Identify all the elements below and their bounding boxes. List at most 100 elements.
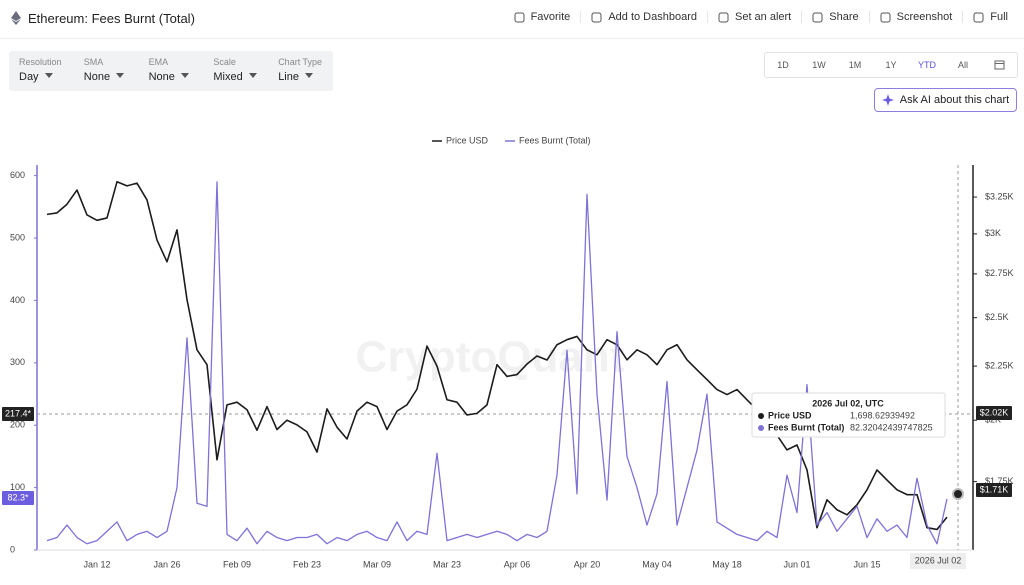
y2-tick-label: $2.5K xyxy=(985,312,1009,322)
x-tick-label: Jan 26 xyxy=(153,559,180,569)
crosshair-price-label-box xyxy=(976,483,1012,497)
control-value: Day xyxy=(19,71,74,83)
x-tick-label: Jun 01 xyxy=(783,559,810,569)
crosshair-price-label: $1.71K xyxy=(980,484,1009,494)
hover-dot xyxy=(952,488,964,500)
action-label: Set an alert xyxy=(734,11,792,23)
y-tick-label: 0 xyxy=(10,544,15,554)
range-button[interactable]: 1M xyxy=(848,60,862,70)
action-button[interactable]: Add to Dashboard xyxy=(580,11,707,23)
x-tick-label: Apr 06 xyxy=(504,559,531,569)
action-button[interactable]: Full xyxy=(962,11,1018,23)
y2-tick-label: $3K xyxy=(985,228,1001,238)
action-button[interactable]: Set an alert xyxy=(706,11,801,23)
control[interactable]: SMA None xyxy=(74,51,139,91)
range-button[interactable]: 1D xyxy=(777,60,789,70)
control-label: Resolution xyxy=(19,57,62,67)
page-title: Ethereum: Fees Burnt (Total) xyxy=(28,11,195,26)
calendar-icon xyxy=(994,60,1004,69)
y-tick-label: 500 xyxy=(10,232,25,242)
action-label: Screenshot xyxy=(896,11,953,23)
crosshair-x-label: 2026 Jul 02 xyxy=(915,555,962,565)
range-button[interactable]: YTD xyxy=(918,60,936,70)
controls: Resolution Day SMA None EMA None Scale Mixed Cha… xyxy=(9,51,333,91)
action-label: Full xyxy=(990,11,1008,23)
tooltip-dot xyxy=(758,425,764,431)
action-label: Share xyxy=(829,11,859,23)
series-line xyxy=(46,180,948,531)
x-tick-label: May 04 xyxy=(642,559,672,569)
control-value: None xyxy=(84,71,139,83)
control[interactable]: Scale Mixed xyxy=(203,51,268,91)
crosshair-fees-label-box xyxy=(2,491,34,505)
action-button[interactable]: Share xyxy=(801,11,868,23)
crosshair-y-label: 217.4* xyxy=(5,408,32,418)
header: Ethereum: Fees Burnt (Total) Favorite Add… xyxy=(0,0,1024,39)
range-button[interactable]: All xyxy=(957,60,968,70)
x-tick-label: Jun 15 xyxy=(853,559,880,569)
tooltip-value: 82.32042439747825 xyxy=(850,422,933,432)
tooltip-title: 2026 Jul 02, UTC xyxy=(812,398,884,408)
control[interactable]: EMA None xyxy=(139,51,204,91)
control-label: Scale xyxy=(213,57,236,67)
tooltip-name: Price USD xyxy=(768,410,812,420)
control-value: Mixed xyxy=(213,71,268,83)
control[interactable]: Resolution Day xyxy=(9,51,74,91)
x-tick-label: Apr 20 xyxy=(574,559,601,569)
x-tick-label: Feb 09 xyxy=(223,559,251,569)
control-label: Chart Type xyxy=(278,57,323,67)
range-selector: 1D 1W 1M 1Y YTD All xyxy=(764,52,1018,78)
y2-tick-label: $1.75K xyxy=(985,476,1014,486)
action-icon xyxy=(591,12,602,22)
x-tick-label: May 18 xyxy=(712,559,742,569)
y2-tick-label: $2.25K xyxy=(985,360,1014,370)
action-icon xyxy=(812,12,823,22)
tooltip-name: Fees Burnt (Total) xyxy=(768,422,844,432)
crosshair-y2-label: $2.02K xyxy=(980,407,1009,417)
watermark: CryptoQuant xyxy=(356,333,625,382)
control-value: None xyxy=(149,71,204,83)
series-line xyxy=(46,181,948,545)
eth-logo xyxy=(11,11,21,25)
y-tick-label: 100 xyxy=(10,482,25,492)
tooltip-dot xyxy=(758,413,764,419)
control-value: Line xyxy=(278,71,333,83)
action-icon xyxy=(514,12,525,22)
crosshair-fees-label: 82.3* xyxy=(7,492,29,502)
crosshair-x-box xyxy=(910,553,966,569)
action-label: Add to Dashboard xyxy=(608,11,697,23)
action-icon xyxy=(973,12,984,22)
actions: Favorite Add to Dashboard Set an alert Shar… xyxy=(504,11,1018,23)
calendar-button[interactable] xyxy=(981,59,1017,72)
x-tick-label: Mar 09 xyxy=(363,559,391,569)
control-label: EMA xyxy=(148,57,169,67)
control-label: SMA xyxy=(83,57,104,67)
ask-ai-button[interactable]: Ask AI about this chart xyxy=(874,88,1017,112)
crosshair-y-label-box xyxy=(2,407,34,421)
crosshair-y2-label-box xyxy=(976,406,1012,420)
y-tick-label: 200 xyxy=(10,420,25,430)
legend-label: Fees Burnt (Total) xyxy=(519,135,591,145)
y2-tick-label: $2.75K xyxy=(985,268,1014,278)
chart: CryptoQuant 0100200300400500600$1.75K$2K… xyxy=(2,135,1014,569)
y2-tick-label: $3.25K xyxy=(985,191,1014,201)
y-tick-label: 300 xyxy=(10,357,25,367)
sparkle-icon xyxy=(881,94,894,106)
action-icon xyxy=(718,12,729,22)
x-tick-label: Feb 23 xyxy=(293,559,321,569)
range-button[interactable]: 1Y xyxy=(885,60,897,70)
action-icon xyxy=(880,12,891,22)
control[interactable]: Chart Type Line xyxy=(268,51,333,91)
y-tick-label: 400 xyxy=(10,295,25,305)
legend-label: Price USD xyxy=(446,135,489,145)
ask-ai-label: Ask AI about this chart xyxy=(899,94,1010,106)
tooltip xyxy=(751,392,946,438)
action-button[interactable]: Favorite xyxy=(504,11,581,23)
action-label: Favorite xyxy=(530,11,571,23)
range-button[interactable]: 1W xyxy=(812,60,826,70)
action-button[interactable]: Screenshot xyxy=(868,11,963,23)
x-tick-label: Jan 12 xyxy=(83,559,110,569)
x-tick-label: Mar 23 xyxy=(433,559,461,569)
